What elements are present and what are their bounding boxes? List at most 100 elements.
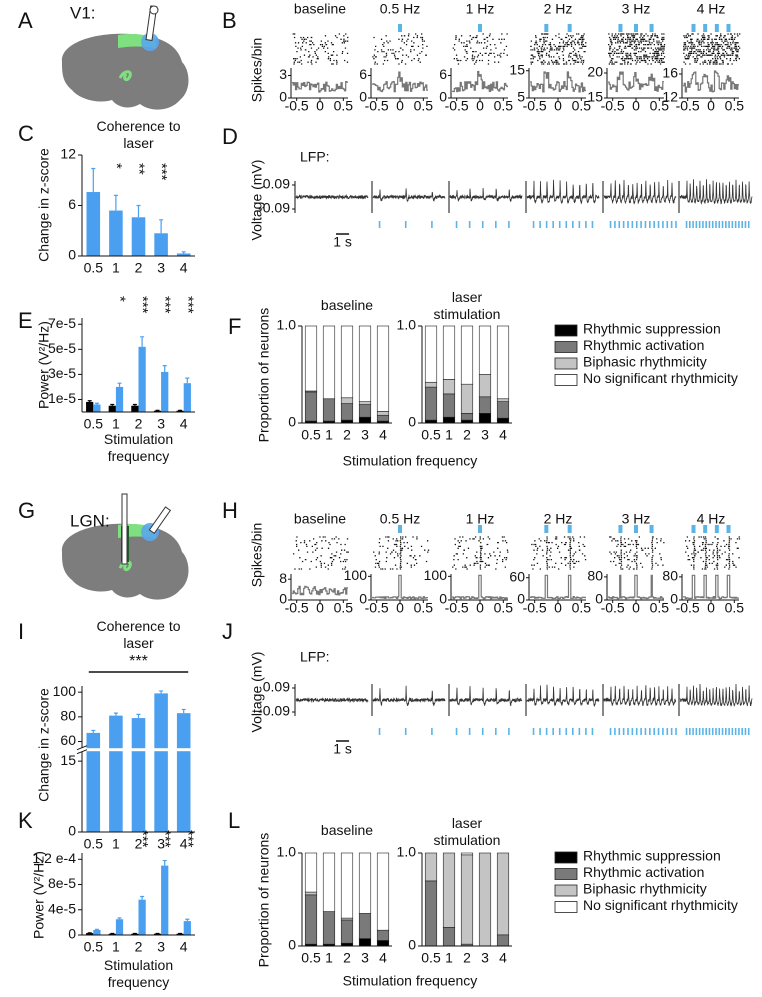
- x-tick-label: 1: [445, 427, 453, 443]
- x-tick-label: -0.5: [676, 600, 700, 616]
- region-label: LGN:: [70, 511, 110, 530]
- y-tick-label: 6: [359, 66, 367, 82]
- laser-pulse: [640, 221, 642, 228]
- panel-label: H: [222, 498, 238, 523]
- y-tick-label: 0: [68, 247, 76, 263]
- bar: [115, 919, 124, 935]
- group-title: laser stimulation: [433, 289, 501, 322]
- x-tick-label: 0: [316, 600, 324, 616]
- bar-segment: [322, 325, 336, 400]
- x-tick-label: 0.5: [301, 427, 321, 443]
- y-tick-label: 12: [60, 146, 76, 162]
- laser-pulse: [649, 221, 651, 228]
- x-tick-label: 0: [632, 600, 640, 616]
- bar: [176, 933, 184, 935]
- y-tick-label: 6: [439, 66, 447, 82]
- laser-pulse: [691, 525, 696, 533]
- optic-fiber: [148, 506, 172, 535]
- bar: [176, 410, 184, 412]
- y-axis-label: Spikes/bin: [249, 523, 265, 588]
- subplot-title: 1 Hz: [466, 1, 495, 17]
- laser-pulse: [711, 728, 714, 735]
- x-tick-label: 0: [396, 600, 404, 616]
- y-tick-label: 80: [662, 568, 678, 584]
- laser-pulse: [702, 221, 704, 228]
- panel-label: G: [18, 498, 35, 523]
- x-axis-label: Stimulation frequency: [103, 431, 174, 464]
- electrode: [121, 493, 128, 565]
- x-axis-label: Stimulation frequency: [343, 973, 478, 989]
- chart-title: Coherence to laser: [96, 618, 181, 651]
- legend-swatch: [554, 341, 578, 353]
- x-tick-label: 1: [325, 427, 333, 443]
- laser-pulse: [744, 728, 747, 735]
- bar-segment: [376, 929, 390, 941]
- significance: ***: [153, 163, 170, 181]
- laser-pulse: [708, 221, 711, 228]
- laser-pulse: [726, 24, 731, 32]
- laser-pulse: [481, 221, 484, 228]
- error-bar: [91, 167, 96, 193]
- bar-segment: [460, 383, 474, 414]
- significance: ***: [134, 296, 151, 314]
- laser-pulse: [404, 728, 407, 735]
- y-tick-label: -0.09: [258, 703, 290, 719]
- raster: [293, 536, 349, 570]
- bar: [183, 383, 191, 412]
- significance: **: [131, 163, 148, 175]
- error-bar: [159, 690, 164, 694]
- psth-trace: [372, 574, 428, 600]
- laser-pulse: [705, 728, 707, 735]
- panel-label: D: [222, 124, 238, 149]
- x-tick-label: -0.5: [285, 98, 309, 114]
- bar-segment: [358, 913, 372, 939]
- error-bar: [110, 403, 115, 406]
- psth-trace: [372, 71, 428, 93]
- bar: [153, 933, 162, 935]
- bar-segment: [496, 325, 510, 400]
- laser-pulse: [653, 221, 655, 228]
- bar-segment: [322, 911, 336, 945]
- error-bar: [113, 194, 118, 211]
- raster: [452, 33, 508, 65]
- y-tick-label: 80: [587, 568, 603, 584]
- bar-segment: [358, 852, 372, 914]
- laser-pulse: [689, 221, 691, 228]
- x-tick-label: 4: [180, 836, 188, 852]
- significance: *: [112, 296, 129, 302]
- x-tick-label: -0.5: [445, 98, 469, 114]
- x-tick-label: 2: [463, 950, 471, 966]
- x-tick-label: 3: [157, 939, 165, 955]
- laser-pulse: [532, 221, 535, 228]
- x-tick-label: 3: [157, 836, 165, 852]
- raster: [609, 536, 665, 570]
- laser-pulse: [670, 728, 673, 735]
- laser-pulse: [711, 221, 714, 228]
- laser-pulse: [734, 728, 737, 735]
- bar: [153, 410, 162, 412]
- bar-segment: [424, 852, 438, 882]
- x-tick-label: 1: [112, 260, 120, 276]
- subplot-title: 2 Hz: [544, 511, 573, 527]
- bar-segment: [304, 891, 318, 896]
- bar-segment: [478, 396, 492, 414]
- x-tick-label: -0.5: [676, 98, 700, 114]
- lfp-trace: [679, 179, 753, 205]
- bar-segment: [376, 940, 390, 947]
- x-tick-label: 0.5: [334, 98, 354, 114]
- panel-label: B: [222, 8, 237, 33]
- y-tick-label: 0: [359, 89, 367, 105]
- error-bar: [159, 219, 164, 234]
- bar-segment: [376, 411, 390, 416]
- laser-pulse: [431, 221, 433, 228]
- bar-segment: [496, 401, 510, 419]
- y-tick-label: 5e-5: [48, 340, 76, 356]
- x-tick-label: 0: [476, 600, 484, 616]
- x-tick-label: 0.5: [494, 600, 514, 616]
- bar-segment: [460, 325, 474, 385]
- bar-segment: [376, 414, 390, 422]
- y-axis-label: Change in z-score: [36, 148, 52, 262]
- bar-segment: [358, 325, 372, 402]
- significance: ***: [129, 653, 148, 670]
